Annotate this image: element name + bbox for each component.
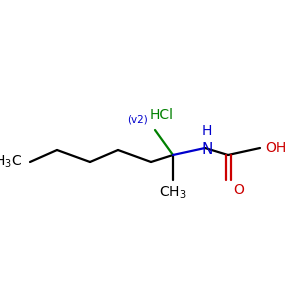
Text: N: N [201, 142, 213, 158]
Text: (v2): (v2) [127, 114, 148, 124]
Text: OH: OH [265, 141, 286, 155]
Text: H$_3$C: H$_3$C [0, 154, 22, 170]
Text: O: O [233, 183, 244, 197]
Text: H: H [202, 124, 212, 138]
Text: HCl: HCl [150, 108, 174, 122]
Text: CH$_3$: CH$_3$ [159, 185, 187, 201]
